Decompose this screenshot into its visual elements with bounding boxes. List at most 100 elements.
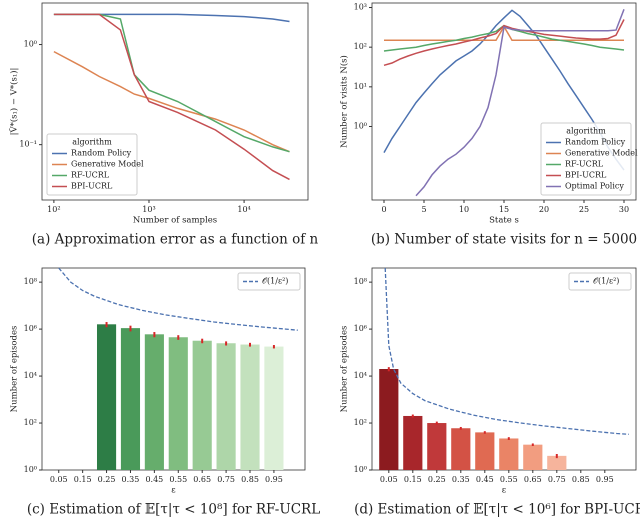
y-tick-label: 10⁰ (24, 40, 37, 49)
y-tick-label: 10⁶ (354, 324, 367, 333)
bar (192, 340, 212, 470)
bar (264, 346, 284, 470)
legend-label: BPI-UCRL (71, 182, 113, 191)
legend-label: Generative Model (71, 160, 144, 169)
x-tick-label: 0.25 (98, 475, 116, 484)
bar (499, 438, 519, 470)
legend-label: BPI-UCRL (565, 171, 607, 180)
x-tick-label: 0.15 (404, 475, 422, 484)
y-tick-label: 10⁸ (24, 277, 37, 286)
bar (403, 415, 423, 470)
x-tick-label: 0.05 (50, 475, 68, 484)
bar (216, 343, 236, 470)
x-tick-label: 0.95 (265, 475, 283, 484)
legend-label: Generative Model (565, 149, 638, 158)
x-tick-label: 0.85 (241, 475, 259, 484)
y-axis-label: Number of episodes (340, 326, 350, 413)
y-axis-label: Number of visits N(s) (339, 55, 350, 148)
bar (475, 432, 495, 470)
y-tick-label: 10² (354, 418, 367, 427)
bar (427, 423, 447, 470)
legend-label: 𝒪(1/ε²) (593, 277, 619, 286)
caption: (b) Number of state visits for n = 5000 (371, 232, 637, 248)
x-tick-label: 5 (421, 205, 426, 214)
bar (144, 334, 164, 470)
legend-box (540, 122, 632, 196)
legend-box (237, 272, 301, 291)
caption: (d) Estimation of 𝔼[τ|τ < 10⁶] for BPI-U… (354, 502, 640, 517)
x-tick-label: 25 (579, 205, 589, 214)
x-tick-label: 0.65 (524, 475, 542, 484)
x-tick-label: 10 (459, 205, 469, 214)
bar (168, 337, 188, 470)
legend-label: RF-UCRL (565, 160, 604, 169)
x-tick-label: 0.75 (548, 475, 566, 484)
series-line (415, 9, 625, 197)
legend-label: Random Policy (71, 149, 132, 158)
legend-title: algorithm (566, 127, 606, 136)
y-tick-label: 10¹ (354, 82, 367, 91)
x-tick-label: 30 (619, 205, 629, 214)
x-tick-label: 0.35 (122, 475, 140, 484)
legend-label: Optimal Policy (565, 182, 624, 191)
x-tick-label: 0 (381, 205, 386, 214)
y-tick-label: 10⁻¹ (19, 140, 37, 149)
x-axis-label: ε (502, 486, 507, 496)
series-line (53, 50, 290, 153)
y-axis-label: |V̂*(s₁) − V*(s₁)| (8, 68, 20, 136)
y-axis-label: Number of episodes (10, 326, 20, 413)
legend-label: 𝒪(1/ε²) (262, 277, 288, 286)
panel: 10⁰ 10¹ 10² 10³ 0 5 10 15 20 25 30 State s Number of… (339, 3, 639, 248)
bar (240, 344, 260, 470)
y-tick-label: 10² (354, 42, 367, 51)
bar (547, 455, 567, 470)
bar (120, 328, 141, 470)
x-tick-label: 0.55 (169, 475, 187, 484)
y-tick-label: 10³ (354, 3, 367, 12)
x-tick-label: 0.45 (145, 475, 163, 484)
y-tick-label: 10⁸ (354, 277, 367, 286)
x-axis-label: State s (489, 216, 519, 226)
legend-title: algorithm (72, 138, 112, 147)
x-tick-label: 0.75 (217, 475, 235, 484)
caption: (c) Estimation of 𝔼[τ|τ < 10⁸] for RF-UC… (27, 502, 320, 517)
legend-box (568, 272, 632, 291)
bar (451, 428, 471, 470)
x-tick-label: 0.15 (74, 475, 92, 484)
reference-line (58, 267, 298, 331)
panel: 10⁻¹ 10⁰ 10² 10³ 10⁴ Number of samples |V̂*(s₁… (8, 2, 319, 248)
caption: (a) Approximation error as a function of… (32, 232, 319, 248)
x-tick-label: 0.05 (380, 475, 398, 484)
x-tick-label: 0.35 (452, 475, 470, 484)
x-tick-label: 0.55 (500, 475, 518, 484)
x-tick-label: 10³ (142, 205, 155, 214)
bar (96, 324, 117, 470)
legend-box (46, 133, 138, 196)
legend-label: Random Policy (565, 138, 626, 147)
x-tick-label: 0.95 (596, 475, 614, 484)
y-tick-label: 10⁶ (24, 324, 37, 333)
x-tick-label: 0.45 (476, 475, 494, 484)
bar (379, 369, 399, 470)
legend-label: RF-UCRL (71, 171, 110, 180)
series-line (383, 9, 625, 171)
series-line (383, 19, 625, 67)
panel: 10⁰ 10² 10⁴ 10⁶ 10⁸ 0.05 0.15 0.25 0.35 0.45 0.55 0… (10, 267, 320, 517)
y-tick-label: 10⁴ (24, 371, 37, 380)
bar (523, 444, 543, 470)
x-tick-label: 0.65 (193, 475, 211, 484)
x-tick-label: 10² (47, 205, 60, 214)
reference-line (384, 267, 629, 435)
x-axis-label: Number of samples (133, 216, 217, 226)
x-tick-label: 10⁴ (237, 205, 250, 214)
x-tick-label: 0.25 (428, 475, 446, 484)
y-tick-label: 10⁴ (354, 371, 367, 380)
y-tick-label: 10⁰ (354, 465, 367, 474)
x-tick-label: 0.85 (572, 475, 590, 484)
panel: 10⁰ 10² 10⁴ 10⁶ 10⁸ 0.05 0.15 0.25 0.35 0.45 0.55 0… (340, 267, 640, 517)
x-axis-label: ε (171, 486, 176, 496)
series-line (53, 13, 290, 181)
x-tick-label: 15 (499, 205, 509, 214)
y-tick-label: 10⁰ (24, 465, 37, 474)
